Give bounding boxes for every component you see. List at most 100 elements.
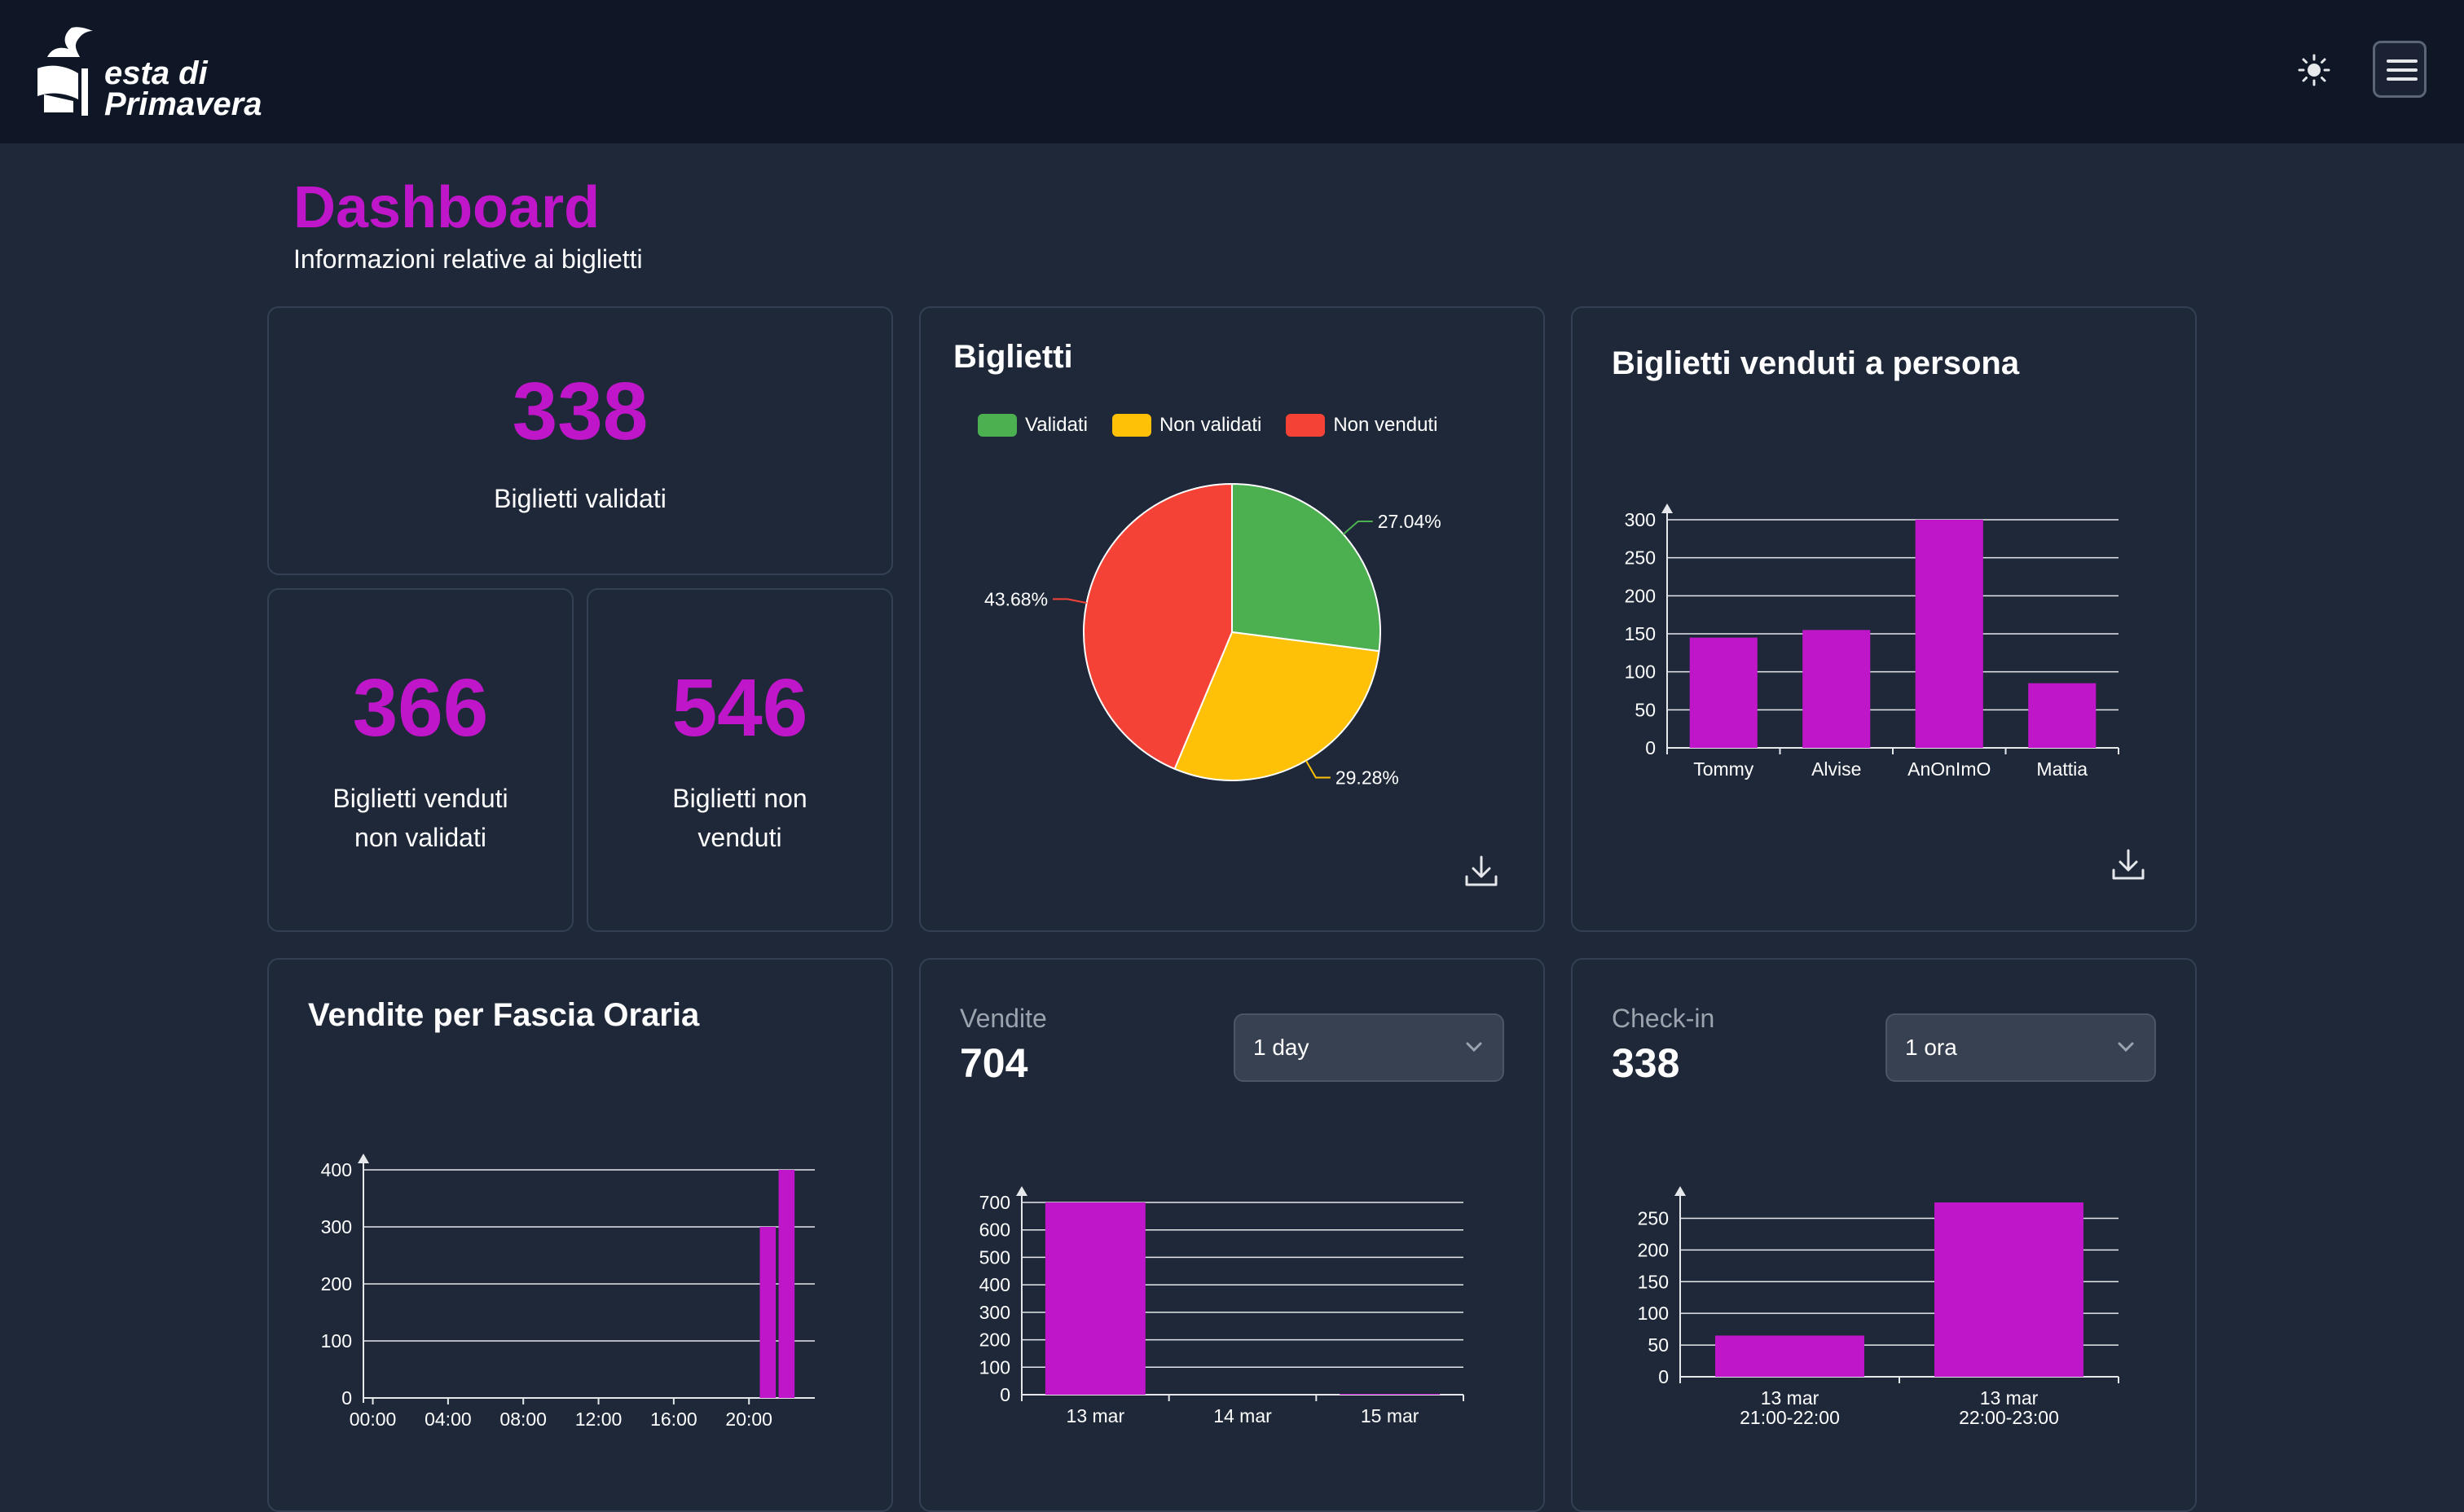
pie-slice: [1231, 482, 1381, 653]
sales-value: 704: [960, 1040, 1028, 1086]
x-tick-label: 20:00: [725, 1409, 772, 1429]
y-tick-label: 50: [1635, 699, 1656, 720]
pie-slice-label: 27.04%: [1378, 511, 1441, 532]
bar: [1715, 1335, 1864, 1377]
bar: [1915, 520, 1983, 748]
not-validated-label-line1: Biglietti venduti: [332, 784, 508, 813]
not-validated-label-line2: non validati: [354, 823, 486, 852]
x-tick-label: 16:00: [650, 1409, 697, 1429]
bar: [1802, 630, 1871, 748]
checkin-range-value: 1 ora: [1905, 1035, 1957, 1060]
x-tick-label: Alvise: [1811, 758, 1861, 780]
x-tick-label: AnOnImO: [1907, 758, 1991, 780]
pie-label-leader: [1305, 760, 1331, 779]
x-tick-label: 00:00: [350, 1409, 397, 1429]
logo-text-line2: Primavera: [104, 86, 262, 122]
pie-slice: [1173, 631, 1380, 781]
y-tick-label: 0: [1658, 1366, 1669, 1387]
festa-di-primavera-logo[interactable]: esta di Primavera: [33, 21, 262, 122]
tickets-pie-title: Biglietti: [953, 339, 1073, 375]
download-icon[interactable]: [1462, 852, 1501, 891]
bar: [778, 1170, 795, 1398]
y-tick-label: 700: [979, 1192, 1010, 1213]
legend-label-non-venduti[interactable]: Non venduti: [1333, 414, 1438, 436]
y-axis-arrow: [358, 1154, 369, 1163]
menu-button[interactable]: [2373, 41, 2427, 98]
legend-label-non-validati[interactable]: Non validati: [1159, 414, 1262, 436]
hourly-sales-card: Vendite per Fascia Oraria 0 100 200 300 400 0…: [267, 958, 893, 1512]
sales-range-select[interactable]: 1 day: [1234, 1013, 1504, 1082]
y-tick-label: 300: [1625, 509, 1656, 530]
logo-text-line1: esta di: [104, 55, 208, 91]
pie-slice-label: 43.68%: [984, 588, 1048, 609]
bar: [1689, 637, 1758, 748]
not-sold-count: 546: [671, 662, 808, 754]
y-tick-label: 400: [321, 1159, 352, 1180]
y-tick-label: 0: [341, 1387, 352, 1409]
pie-label-leader: [1343, 520, 1373, 535]
legend-label-validati[interactable]: Validati: [1025, 414, 1088, 436]
y-tick-label: 600: [979, 1220, 1010, 1241]
x-tick-label: 15 mar: [1361, 1405, 1419, 1426]
y-axis-arrow: [1674, 1186, 1686, 1196]
stat-card-not-sold: 546 Biglietti non venduti: [587, 588, 893, 932]
top-navbar: esta di Primavera: [0, 0, 2464, 143]
y-tick-label: 100: [979, 1356, 1010, 1378]
sales-card: Vendite 704 1 day 0 100 200 300 400 500 600 700…: [919, 958, 1545, 1512]
checkin-value: 338: [1612, 1040, 1680, 1086]
y-axis-arrow: [1661, 503, 1673, 513]
not-sold-label-line1: Biglietti non: [672, 784, 807, 813]
pie-legend: Validati Non validati Non venduti: [978, 414, 1437, 437]
x-tick-label: 12:00: [575, 1409, 623, 1429]
per-person-title: Biglietti venduti a persona: [1612, 345, 2020, 381]
theme-toggle-button[interactable]: [2296, 52, 2332, 88]
x-tick-label: 13 mar: [1761, 1387, 1819, 1409]
page-subtitle: Informazioni relative ai biglietti: [293, 244, 643, 274]
checkin-range-select[interactable]: 1 ora: [1885, 1013, 2156, 1082]
not-sold-label-line2: venduti: [697, 823, 782, 852]
legend-swatch-validati: [978, 414, 1017, 437]
y-tick-label: 300: [321, 1216, 352, 1237]
y-axis-arrow: [1016, 1186, 1027, 1196]
x-tick-label: Tommy: [1693, 758, 1754, 780]
stat-card-validated: 338 Biglietti validati: [267, 306, 893, 575]
y-tick-label: 500: [979, 1246, 1010, 1268]
y-tick-label: 200: [979, 1330, 1010, 1351]
y-tick-label: 0: [1645, 737, 1656, 758]
tickets-pie-chart: 27.04% 29.28% 43.68%: [984, 482, 1441, 788]
pie-slice: [1083, 482, 1233, 771]
per-person-bar-chart: 0 50 100 150 200 250 300 Tommy Alvise AnOnImO Matt…: [1625, 503, 2119, 780]
y-tick-label: 200: [321, 1273, 352, 1294]
y-tick-label: 150: [1625, 623, 1656, 644]
per-person-card: Biglietti venduti a persona 0 50 100 150 200…: [1571, 306, 2197, 932]
x-tick-label: 04:00: [425, 1409, 472, 1429]
logo-icon: [37, 27, 93, 116]
sales-range-value: 1 day: [1253, 1035, 1309, 1060]
hourly-sales-bar-chart: 0 100 200 300 400 00:00 04:00 08:00 12:00 16:00 20…: [321, 1154, 815, 1429]
y-tick-label: 100: [1625, 662, 1656, 683]
x-tick-label: Mattia: [2036, 758, 2088, 780]
y-tick-label: 150: [1638, 1271, 1669, 1292]
y-tick-label: 250: [1638, 1207, 1669, 1228]
y-tick-label: 250: [1625, 547, 1656, 569]
checkin-card: Check-in 338 1 ora 0 50 100 150 200 250 13 mar…: [1571, 958, 2197, 1512]
validated-count: 338: [512, 366, 649, 457]
x-tick-label: 21:00-22:00: [1740, 1407, 1840, 1428]
y-tick-label: 0: [1000, 1384, 1010, 1405]
not-validated-count: 366: [352, 662, 489, 754]
bar: [1045, 1202, 1146, 1395]
y-tick-label: 200: [1638, 1239, 1669, 1260]
legend-swatch-non-validati: [1111, 414, 1151, 437]
sun-icon: [2298, 54, 2330, 86]
pie-label-leader: [1053, 598, 1087, 604]
chevron-down-icon: [2118, 1042, 2134, 1053]
y-tick-label: 100: [321, 1330, 352, 1352]
bar: [1934, 1202, 2083, 1377]
stat-card-not-validated: 366 Biglietti venduti non validati: [267, 588, 574, 932]
checkin-label: Check-in: [1612, 1004, 1715, 1033]
y-tick-label: 400: [979, 1274, 1010, 1295]
download-icon[interactable]: [2109, 846, 2148, 885]
y-tick-label: 200: [1625, 585, 1656, 606]
x-tick-label: 14 mar: [1213, 1405, 1272, 1426]
